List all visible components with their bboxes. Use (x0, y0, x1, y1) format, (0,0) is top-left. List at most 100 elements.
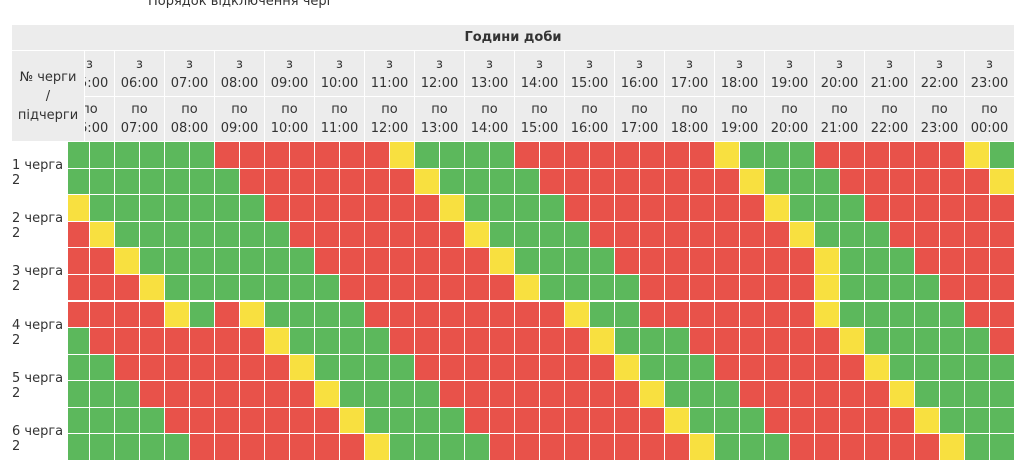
schedule-cell (240, 274, 265, 302)
schedule-cell (515, 407, 540, 435)
schedule-cell (240, 248, 265, 275)
schedule-cell (940, 354, 965, 382)
schedule-cell (590, 301, 615, 329)
schedule-cell (615, 168, 640, 196)
schedule-cell (365, 195, 390, 222)
schedule-cell (590, 221, 615, 249)
schedule-cell (965, 248, 990, 275)
schedule-cell (265, 434, 290, 461)
schedule-cell (165, 354, 190, 382)
subqueue-label: 2 (12, 279, 21, 295)
schedule-cell (815, 248, 840, 275)
schedule-cell (90, 248, 115, 275)
schedule-cell (340, 168, 365, 196)
schedule-cell (440, 381, 465, 408)
schedule-cell (940, 248, 965, 275)
to-label: по (131, 102, 148, 117)
schedule-cell (115, 248, 140, 275)
schedule-cell (240, 328, 265, 355)
schedule-cell (915, 434, 940, 461)
schedule-cell (890, 274, 915, 302)
schedule-cell (290, 407, 315, 435)
schedule-cell (290, 301, 315, 329)
schedule-cell (665, 381, 690, 408)
from-time: 16:00 (620, 75, 659, 91)
schedule-cell (365, 142, 390, 169)
schedule-cell (90, 381, 115, 408)
from-time: 17:00 (670, 75, 709, 91)
schedule-cell (665, 407, 690, 435)
schedule-cell (915, 301, 940, 329)
schedule-cell (90, 328, 115, 355)
schedule-cell (365, 407, 390, 435)
schedule-cell (190, 434, 215, 461)
schedule-cell (415, 274, 440, 302)
schedule-cell (840, 407, 865, 435)
from-label: з (536, 56, 543, 72)
schedule-cell (490, 168, 515, 196)
schedule-cell (340, 195, 365, 222)
schedule-cell (365, 221, 390, 249)
schedule-cell (215, 142, 240, 169)
schedule-cell (165, 248, 190, 275)
schedule-cell (540, 195, 565, 222)
schedule-cell (640, 195, 665, 222)
schedule-cell (715, 142, 740, 169)
schedule-cell (740, 407, 765, 435)
schedule-cell (65, 381, 90, 408)
schedule-cell (365, 248, 390, 275)
from-label: з (636, 56, 643, 72)
schedule-cell (665, 274, 690, 302)
schedule-cell (90, 142, 115, 169)
schedule-cell (265, 381, 290, 408)
schedule-cell (990, 434, 1015, 461)
schedule-cell (765, 274, 790, 302)
to-label: по (181, 102, 198, 117)
schedule-cell (215, 248, 240, 275)
schedule-cell (765, 434, 790, 461)
schedule-cell (965, 407, 990, 435)
schedule-cell (740, 195, 765, 222)
schedule-cell (340, 354, 365, 382)
schedule-cell (715, 301, 740, 329)
schedule-cell (865, 407, 890, 435)
schedule-cell (415, 195, 440, 222)
schedule-cell (640, 354, 665, 382)
schedule-cell (390, 221, 415, 249)
from-header: з 13:00 (465, 51, 515, 97)
schedule-cell (540, 301, 565, 329)
from-time: 07:00 (170, 75, 209, 91)
schedule-cell (440, 301, 465, 329)
schedule-cell (865, 381, 890, 408)
schedule-cell (65, 434, 90, 461)
schedule-cell (915, 142, 940, 169)
schedule-cell (690, 434, 715, 461)
schedule-cell (965, 354, 990, 382)
schedule-cell (590, 195, 615, 222)
to-header: по 10:00 (265, 97, 315, 142)
schedule-cell (465, 248, 490, 275)
queue-label: 5 черга (12, 370, 64, 386)
schedule-cell (240, 168, 265, 196)
schedule-cell (140, 407, 165, 435)
schedule-cell (515, 195, 540, 222)
schedule-cell (890, 407, 915, 435)
from-time: 22:00 (920, 75, 959, 91)
schedule-cell (615, 434, 640, 461)
schedule-cell (315, 354, 340, 382)
schedule-cell (865, 142, 890, 169)
schedule-cell (890, 381, 915, 408)
schedule-cell (915, 248, 940, 275)
schedule-cell (115, 142, 140, 169)
subqueue-label: 2 (12, 438, 21, 454)
from-label: з (786, 56, 793, 72)
from-label: з (236, 56, 243, 72)
schedule-cell (665, 221, 690, 249)
schedule-cell (690, 407, 715, 435)
schedule-cell (415, 407, 440, 435)
schedule-cell (890, 328, 915, 355)
schedule-cell (515, 354, 540, 382)
schedule-cell (490, 354, 515, 382)
to-time: 00:00 (970, 121, 1009, 136)
from-header: з 20:00 (815, 51, 865, 97)
